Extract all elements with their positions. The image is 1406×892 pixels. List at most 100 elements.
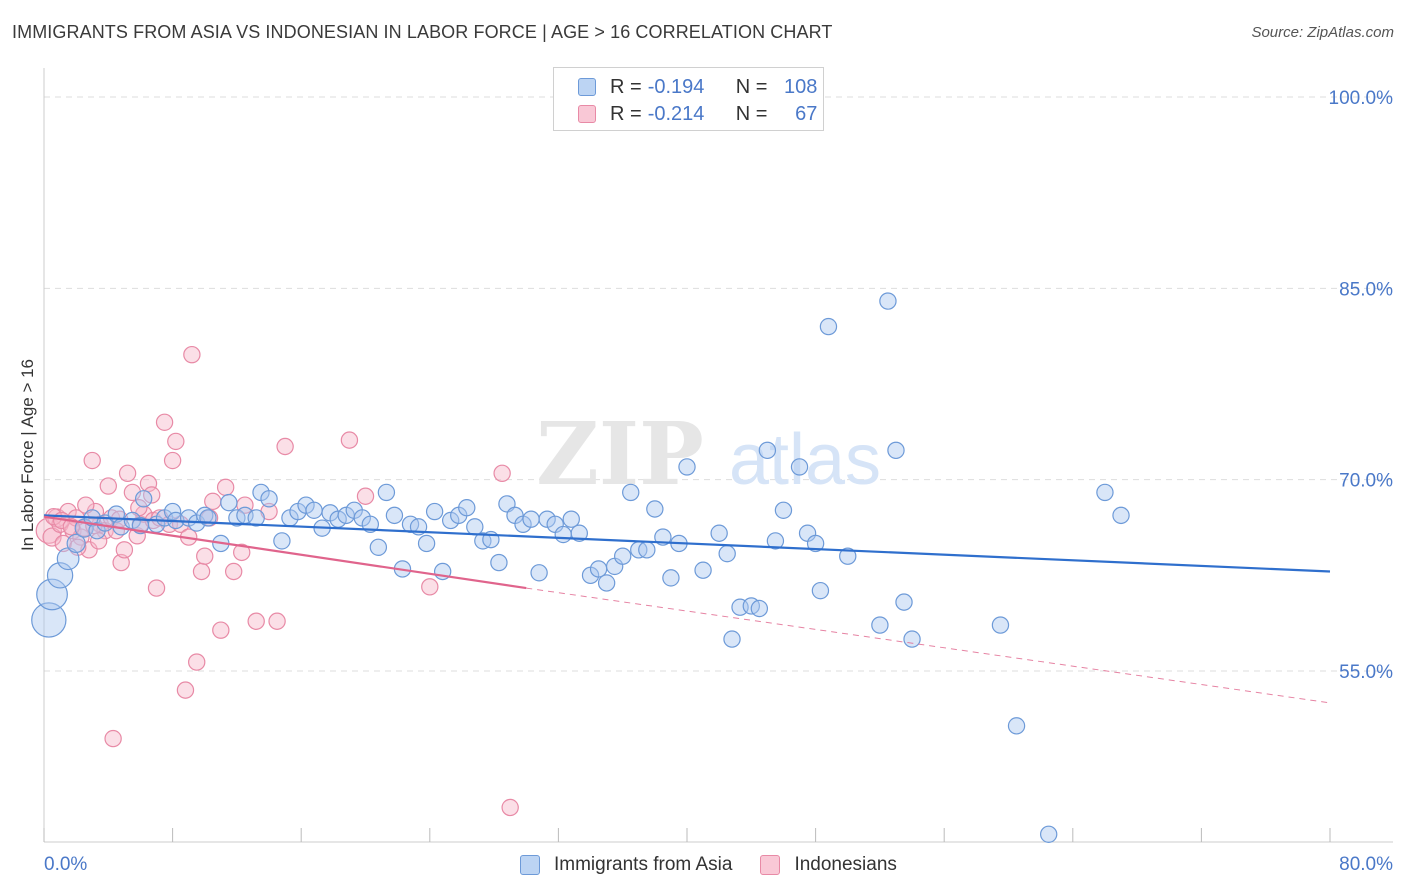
- asia-point: [597, 574, 616, 592]
- asia-swatch: [578, 78, 596, 96]
- y-tick-label: 85.0%: [1339, 279, 1393, 300]
- asia-point: [903, 630, 921, 648]
- asia-point: [887, 441, 905, 460]
- asia-point: [369, 538, 388, 556]
- indonesians-point: [143, 486, 161, 504]
- asia-point: [718, 544, 736, 563]
- n-label: N =: [735, 75, 768, 98]
- indonesians-point: [118, 464, 137, 482]
- gridlines: [44, 96, 1393, 672]
- asia-point: [220, 493, 238, 512]
- n-value-asia: 108: [784, 75, 818, 98]
- y-tick-label: 70.0%: [1339, 471, 1393, 492]
- indonesians-points: [35, 345, 519, 817]
- asia-point: [1112, 506, 1130, 525]
- asia-point: [614, 547, 632, 565]
- asia-point: [490, 553, 508, 572]
- indonesians-point: [493, 464, 511, 482]
- asia-point: [66, 533, 86, 554]
- indonesians-point: [340, 431, 359, 449]
- stats-row-asia: R = -0.194 N = 108: [554, 73, 817, 101]
- asia-point: [662, 569, 680, 587]
- asia-point: [522, 510, 540, 528]
- asia-point: [31, 602, 67, 638]
- asia-point: [1096, 483, 1114, 502]
- watermark-atlas: atlas: [729, 420, 881, 500]
- indonesians-point: [188, 653, 206, 671]
- asia-point: [385, 506, 404, 525]
- asia-point: [425, 502, 444, 521]
- asia-point: [622, 483, 640, 502]
- indonesians-point: [192, 562, 211, 581]
- asia-point: [646, 500, 664, 518]
- indonesians-point: [167, 432, 185, 451]
- r-label: R =: [610, 102, 642, 125]
- indonesians-point: [356, 487, 375, 505]
- asia-point: [305, 501, 323, 519]
- tick-labels: 55.0% 70.0% 85.0% 100.0% 0.0% 80.0%: [44, 88, 1393, 875]
- x-tick-label: 0.0%: [44, 854, 87, 875]
- stats-row-indonesians: R = -0.214 N = 67: [554, 100, 817, 128]
- asia-point: [710, 524, 728, 542]
- asia-point: [417, 534, 436, 553]
- source-label: Source: ZipAtlas.com: [1251, 24, 1394, 41]
- asia-point: [879, 292, 897, 310]
- asia-point: [694, 561, 712, 579]
- r-value-indonesians: -0.214: [647, 102, 705, 125]
- indonesians-point: [83, 451, 101, 470]
- asia-point: [766, 532, 785, 550]
- indonesians-point: [147, 579, 166, 597]
- indonesians-point: [421, 578, 439, 596]
- indonesians-point: [115, 541, 134, 559]
- watermark-zip: ZIP: [536, 404, 704, 505]
- indonesians-point: [247, 612, 265, 630]
- asia-point: [562, 510, 580, 528]
- asia-point: [530, 564, 548, 582]
- asia-point: [36, 578, 68, 611]
- asia-point: [790, 458, 809, 476]
- asia-point: [638, 541, 656, 559]
- r-label: R =: [610, 75, 642, 98]
- indonesians-point: [268, 612, 286, 630]
- indonesians-point: [176, 681, 195, 699]
- asia-point: [377, 483, 396, 502]
- asia-point: [273, 532, 291, 550]
- asia-point: [750, 599, 769, 618]
- axes: [43, 68, 1393, 843]
- indonesians-point: [112, 553, 130, 572]
- asia-point: [806, 534, 825, 553]
- asia-point: [163, 502, 182, 521]
- asia-point: [1039, 825, 1058, 843]
- asia-point: [819, 317, 838, 336]
- series-legend: Immigrants from Asia Indonesians: [520, 852, 925, 878]
- indonesians-point: [233, 543, 251, 562]
- asia-point: [871, 616, 889, 634]
- asia-point: [723, 630, 741, 648]
- indonesians-swatch: [578, 105, 596, 123]
- legend-item-indonesians[interactable]: Indonesians: [760, 854, 897, 876]
- legend-label-asia: Immigrants from Asia: [554, 854, 733, 875]
- legend-item-asia[interactable]: Immigrants from Asia: [520, 854, 732, 876]
- indonesians-point: [69, 538, 87, 556]
- x-tick-label: 80.0%: [1339, 854, 1393, 875]
- r-value-asia: -0.194: [647, 75, 705, 98]
- indonesians-legend-swatch: [760, 855, 781, 875]
- asia-point: [570, 524, 588, 542]
- asia-point: [134, 490, 153, 508]
- indonesians-point: [104, 729, 122, 748]
- indonesians-point: [212, 621, 230, 639]
- trend-lines: [43, 514, 1331, 704]
- y-tick-label: 55.0%: [1339, 662, 1393, 683]
- indonesians-trend-extension: [526, 587, 1331, 704]
- indonesians-point: [224, 562, 243, 581]
- n-label: N =: [735, 102, 768, 125]
- watermark: ZIP atlas: [536, 404, 881, 505]
- asia-point: [247, 509, 265, 527]
- indonesians-point: [99, 477, 118, 495]
- indonesians-point: [42, 527, 62, 547]
- indonesians-point: [501, 798, 519, 817]
- indonesians-point: [216, 478, 235, 497]
- asia-point: [811, 581, 830, 600]
- asia-point: [839, 547, 857, 565]
